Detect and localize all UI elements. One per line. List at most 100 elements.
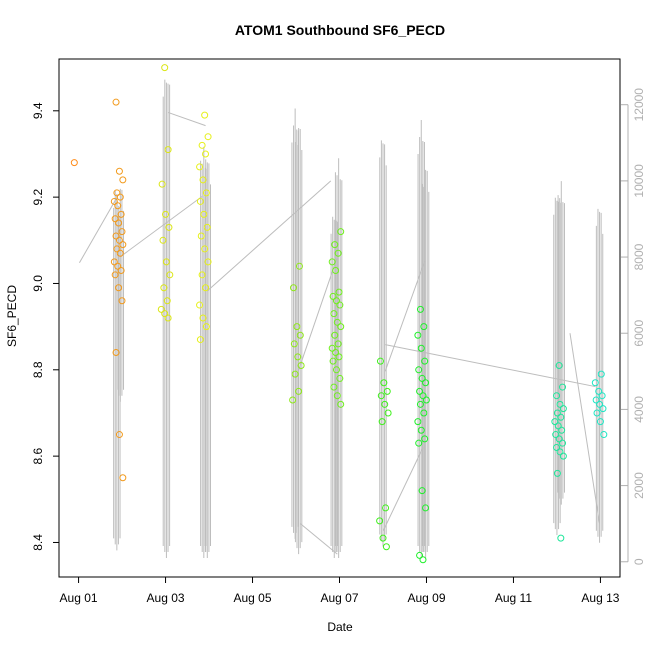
altitude-connector [79, 195, 119, 264]
data-point [600, 431, 608, 439]
data-point [203, 223, 211, 231]
data-point [160, 284, 168, 292]
data-point [162, 210, 170, 218]
data-point [422, 396, 430, 404]
data-point [599, 405, 607, 413]
data-point [591, 379, 599, 387]
data-point [419, 392, 427, 400]
y2-tick-label: 8000 [632, 243, 646, 270]
data-point [115, 236, 123, 244]
data-point [416, 551, 424, 559]
data-point [335, 288, 343, 296]
data-point [333, 318, 341, 326]
data-point [164, 314, 172, 322]
data-point [418, 487, 426, 495]
x-tick-label: Aug 13 [581, 591, 619, 605]
altitude-spike [379, 140, 387, 547]
data-point [196, 197, 204, 205]
data-point [383, 387, 391, 395]
data-point [294, 353, 302, 361]
data-point [414, 418, 422, 426]
data-point [200, 210, 208, 218]
data-point [328, 344, 336, 352]
x-tick-label: Aug 09 [407, 591, 445, 605]
data-point [382, 504, 390, 512]
y-tick-label: 9.4 [31, 102, 45, 119]
data-point [157, 305, 165, 313]
data-point [110, 197, 118, 205]
y-tick-label: 8.6 [31, 447, 45, 464]
altitude-connector [206, 180, 332, 292]
data-point [198, 271, 206, 279]
data-point [119, 176, 127, 184]
data-point [119, 241, 127, 249]
data-point [556, 400, 564, 408]
data-point [112, 98, 120, 106]
data-point [421, 357, 429, 365]
y2-tick-label: 4000 [632, 396, 646, 423]
x-axis-label: Date [327, 620, 353, 634]
data-point [553, 444, 561, 451]
data-point [163, 297, 171, 305]
data-point [115, 284, 123, 292]
data-point [415, 439, 423, 447]
data-point [329, 357, 337, 365]
data-point [201, 245, 209, 253]
data-point [115, 219, 123, 227]
x-tick-label: Aug 11 [495, 591, 532, 605]
data-point [552, 431, 560, 439]
data-point [196, 336, 204, 344]
data-point [116, 193, 124, 201]
data-point [159, 236, 167, 244]
data-point [332, 267, 340, 275]
data-point [597, 370, 605, 378]
data-point [112, 349, 120, 357]
data-point [555, 361, 563, 369]
data-point [418, 374, 426, 382]
data-point [415, 366, 423, 374]
data-point [554, 422, 562, 430]
y-tick-label: 9.0 [31, 275, 45, 292]
data-point [419, 556, 427, 564]
data-point [196, 301, 204, 309]
data-point [204, 258, 212, 266]
x-tick-label: Aug 03 [147, 591, 185, 605]
data-point [592, 396, 600, 404]
data-point [332, 297, 340, 305]
data-point [293, 323, 301, 331]
data-point [377, 392, 385, 400]
data-point [202, 323, 210, 331]
chart-title: ATOM1 Southbound SF6_PECD [235, 22, 445, 38]
data-point [113, 189, 121, 197]
data-point [555, 435, 563, 443]
data-point [333, 392, 341, 400]
data-point [201, 111, 209, 119]
data-point [595, 387, 603, 395]
data-point [331, 241, 339, 249]
altitude-spike [334, 158, 343, 558]
data-point [422, 504, 430, 512]
data-point [334, 340, 342, 348]
data-point [417, 344, 425, 352]
data-point [416, 305, 424, 313]
data-point [119, 474, 127, 482]
data-point [382, 543, 390, 551]
x-tick-label: Aug 05 [233, 591, 271, 605]
data-point [118, 297, 126, 305]
altitude-connector [300, 523, 338, 555]
data-point [202, 150, 210, 158]
data-point [112, 232, 120, 240]
data-point [117, 210, 125, 218]
y2-tick-label: 2000 [632, 472, 646, 499]
data-point [378, 418, 386, 426]
data-point [297, 361, 305, 369]
y-tick-label: 9.2 [31, 188, 45, 205]
data-point [110, 258, 118, 266]
data-point [158, 180, 166, 188]
data-point [376, 517, 384, 525]
x-tick-label: Aug 07 [320, 591, 358, 605]
data-point [596, 418, 604, 426]
data-point [416, 387, 424, 395]
data-point [381, 400, 389, 408]
